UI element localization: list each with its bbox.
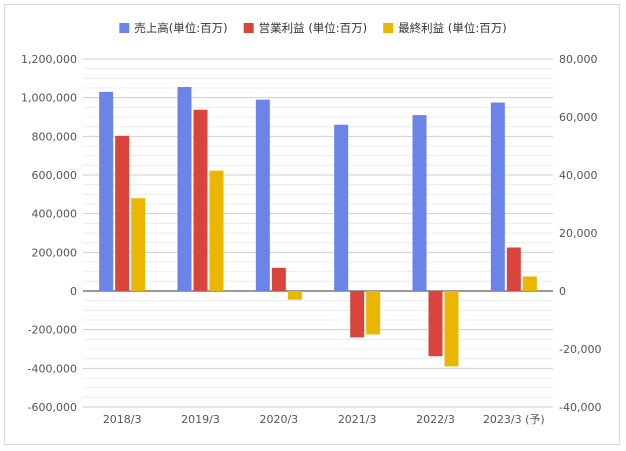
left-axis-tick-label: 0 [70,285,77,298]
legend-swatch [119,23,130,33]
legend-item-net-profit: 最終利益 (単位:百万) [383,21,507,35]
bar-operating-profit [271,267,286,291]
left-axis-tick-label: 1,200,000 [21,53,77,66]
legend-label: 営業利益 (単位:百万) [259,21,368,35]
bars [99,87,537,367]
x-axis-tick-label: 2018/3 [103,413,142,426]
x-axis-tick-label: 2022/3 [416,413,455,426]
right-axis-tick-label: -40,000 [559,401,601,414]
gridlines [83,58,553,408]
bar-sales [334,124,349,291]
left-axis-ticks: 1,200,000 1,000,000 800,000 600,000 400,000 2… [21,53,77,414]
right-axis-tick-label: 80,000 [559,53,598,66]
bar-net-profit [209,170,224,291]
bar-chart: 1,200,000 1,000,000 800,000 600,000 400,000 2… [21,21,601,426]
bar-sales [490,102,505,291]
left-axis-tick-label: 600,000 [32,169,78,182]
left-axis-tick-label: -400,000 [28,362,77,375]
right-axis-tick-label: 60,000 [559,111,598,124]
legend-swatch [383,23,394,33]
legend-item-sales: 売上高(単位:百万) [119,21,228,35]
x-axis-tick-label: 2021/3 [338,413,377,426]
bar-sales [99,91,114,291]
x-axis-tick-label: 2019/3 [181,413,220,426]
bar-net-profit [131,198,146,291]
bar-sales [412,115,427,291]
bar-operating-profit [428,291,443,357]
bar-sales [255,99,270,291]
bar-operating-profit [350,291,365,338]
bar-operating-profit [115,135,130,291]
bar-net-profit [366,291,381,335]
x-axis-tick-label: 2023/3 (予) [483,413,545,426]
bar-operating-profit [193,109,208,291]
left-axis-tick-label: 800,000 [32,130,78,143]
right-axis-tick-label: 40,000 [559,169,598,182]
left-axis-tick-label: 400,000 [32,208,78,221]
left-axis-tick-label: -600,000 [28,401,77,414]
left-axis-tick-label: 1,000,000 [21,92,77,105]
right-axis-tick-label: -20,000 [559,343,601,356]
bar-sales [177,87,192,292]
x-axis-tick-label: 2020/3 [259,413,298,426]
right-axis-ticks: 80,000 60,000 40,000 20,000 0 -20,000 -40,000 [559,53,601,414]
right-axis-tick-label: 0 [559,285,566,298]
left-axis-tick-label: -200,000 [28,324,77,337]
left-axis-tick-label: 200,000 [32,246,78,259]
bar-net-profit [287,291,302,300]
legend: 売上高(単位:百万) 営業利益 (単位:百万) 最終利益 (単位:百万) [119,21,507,35]
legend-item-operating-profit: 営業利益 (単位:百万) [243,21,368,35]
legend-label: 売上高(単位:百万) [134,21,227,35]
right-axis-tick-label: 20,000 [559,227,598,240]
legend-swatch [243,23,254,33]
bar-operating-profit [506,247,521,291]
x-axis-ticks: 2018/3 2019/3 2020/3 2021/3 2022/3 2023/3 (予) [103,413,545,426]
chart-container: 1,200,000 1,000,000 800,000 600,000 400,000 2… [4,4,620,445]
legend-label: 最終利益 (単位:百万) [398,21,507,35]
bar-net-profit [444,291,459,367]
bar-net-profit [522,276,537,291]
